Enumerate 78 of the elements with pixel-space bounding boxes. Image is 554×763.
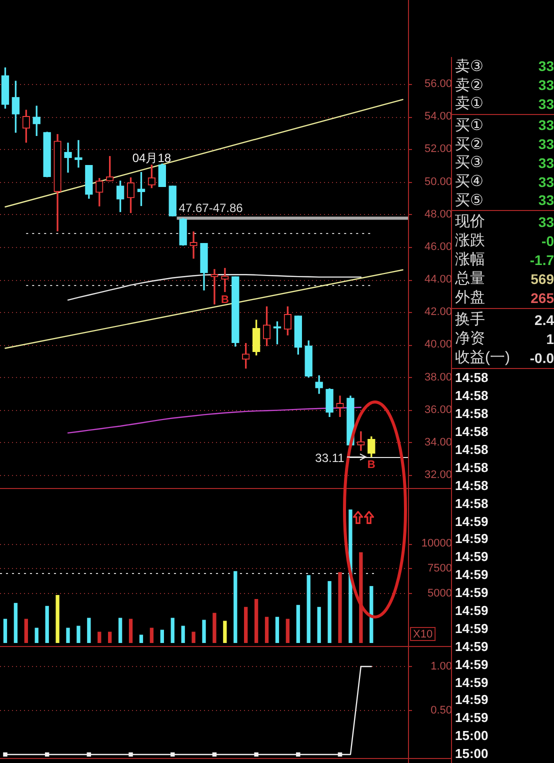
- text: 33: [538, 136, 554, 152]
- text: -0.0: [530, 350, 554, 366]
- category-label: 14:58: [454, 424, 488, 440]
- category-label: 14:58: [454, 370, 488, 386]
- category-label: 14:59: [454, 514, 488, 529]
- category-label: 14:58: [454, 388, 488, 404]
- category-label: 买②: [454, 136, 484, 153]
- band-label: 47.67-47.86: [178, 200, 244, 215]
- y-tick-label: 44.00: [424, 274, 452, 286]
- text: 33: [538, 192, 554, 208]
- y-tick-label: 54.00: [424, 110, 452, 123]
- y-tick-label: 1.00: [430, 660, 452, 673]
- category-label: 现价: [454, 213, 485, 230]
- y-tick-label: 10000: [421, 538, 452, 550]
- category-label: 15:00: [454, 746, 488, 762]
- ref-line-label: 33.11: [315, 451, 345, 466]
- y-tick-label: 42.00: [424, 306, 452, 318]
- category-label: 14:59: [454, 656, 488, 672]
- text: 33: [538, 77, 554, 94]
- text: 1: [546, 330, 554, 346]
- category-label: 14:59: [454, 531, 488, 546]
- category-label: 14:59: [454, 620, 488, 636]
- category-label: 14:58: [454, 460, 488, 475]
- text: 265: [530, 290, 554, 306]
- annotation: B: [220, 294, 229, 306]
- category-label: 14:59: [454, 567, 488, 582]
- y-tick-label: 34.00: [424, 436, 452, 448]
- y-tick-label: 38.00: [424, 371, 452, 384]
- y-tick-label: 40.00: [424, 338, 452, 351]
- category-label: 总量: [454, 270, 485, 287]
- category-label: 14:59: [454, 603, 488, 618]
- category-label: 收益(一): [454, 349, 510, 366]
- y-tick-label: 52.00: [424, 143, 452, 156]
- text: 2.4: [534, 312, 554, 328]
- text: 33: [538, 117, 554, 134]
- category-label: 14:58: [454, 442, 488, 457]
- y-tick-label: 36.00: [424, 404, 452, 416]
- annotation: B: [367, 458, 376, 471]
- category-label: 涨幅: [454, 251, 485, 268]
- y-tick-label: 7500: [428, 562, 452, 575]
- category-label: 涨跌: [454, 232, 485, 249]
- category-label: 买①: [454, 116, 484, 134]
- category-label: 卖③: [454, 58, 484, 75]
- category-label: 买⑤: [454, 192, 484, 209]
- category-label: 14:58: [454, 478, 488, 493]
- category-label: 买③: [454, 154, 484, 172]
- category-label: 外盘: [454, 289, 485, 306]
- text: 33: [538, 154, 554, 171]
- y-tick-label: 0.50: [430, 704, 452, 717]
- category-label: 14:59: [454, 692, 488, 708]
- y-tick-label: 46.00: [424, 240, 452, 253]
- y-tick-label: 32.00: [424, 469, 452, 481]
- text: 33: [538, 58, 554, 74]
- category-label: 卖②: [454, 76, 484, 94]
- text: 33: [538, 214, 554, 230]
- annotation: 04月18: [132, 151, 172, 166]
- category-label: 14:59: [454, 638, 488, 654]
- category-label: 买④: [454, 173, 484, 190]
- text: 569: [530, 270, 554, 286]
- y-tick-label: 48.00: [424, 208, 452, 220]
- y-tick-label: 50.00: [424, 176, 452, 188]
- y-tick-label: 5000: [428, 587, 452, 600]
- text: 33: [538, 96, 554, 112]
- y-axis-title: X10: [413, 628, 433, 641]
- category-label: 14:59: [454, 585, 488, 600]
- category-label: 14:59: [454, 710, 488, 726]
- y-tick-label: 56.00: [424, 78, 452, 90]
- category-label: 14:59: [454, 674, 488, 690]
- text: -0: [542, 232, 554, 248]
- category-label: 14:59: [454, 549, 488, 564]
- category-label: 15:00: [454, 728, 488, 744]
- text: 33: [538, 174, 554, 190]
- category-label: 14:58: [454, 496, 488, 511]
- category-label: 净资: [454, 330, 485, 347]
- text: -1.7: [530, 252, 554, 268]
- category-label: 卖①: [454, 95, 484, 112]
- category-label: 换手: [454, 311, 485, 328]
- category-label: 14:58: [454, 406, 488, 422]
